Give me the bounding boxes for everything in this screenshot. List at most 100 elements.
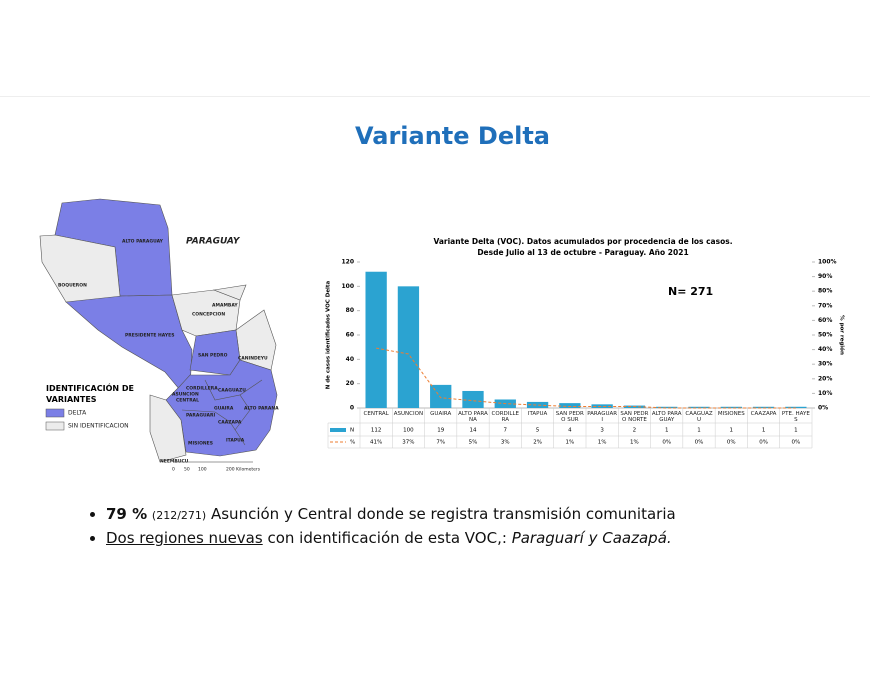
- table-cell: 3%: [501, 440, 510, 446]
- y2-tick-label: 20%: [818, 375, 832, 382]
- x-tick-label: CENTRAL: [363, 411, 389, 417]
- x-tick-label: ASUNCION: [393, 411, 424, 417]
- table-cell: 1%: [598, 440, 607, 446]
- legend-marker: [330, 428, 346, 432]
- legend-swatch: [45, 408, 65, 418]
- bar: [526, 401, 549, 408]
- x-tick-label: GUAIRA: [430, 411, 452, 417]
- map-label: ALTO PARANA: [244, 406, 279, 412]
- bullet-small: (212/271): [151, 509, 207, 522]
- map-label: CAAGUAZU: [218, 388, 246, 394]
- table-cell: 0%: [662, 440, 671, 446]
- table-cell: 19: [437, 428, 444, 434]
- bullet-underlined: Dos regiones nuevas: [106, 529, 263, 547]
- bullets: 79 % (212/271) Asunción y Central donde …: [88, 503, 676, 549]
- x-tick-label: SAN PEDRO SUR: [555, 411, 584, 423]
- y2-tick-label: 0%: [818, 405, 828, 412]
- legend-label: SIN IDENTIFICACION: [68, 423, 129, 430]
- table-cell: 0%: [727, 440, 736, 446]
- chart-title: Variante Delta (VOC). Datos acumulados p…: [433, 237, 732, 246]
- bar: [559, 403, 581, 408]
- x-tick-label: PARAGUARI: [587, 411, 618, 423]
- table-cell: 112: [371, 428, 382, 434]
- x-tick-label: MISIONES: [717, 411, 745, 417]
- slide-title: Variante Delta: [355, 122, 550, 150]
- x-tick-label: SAN PEDRO NORTE: [620, 411, 649, 423]
- table-cell: 5: [536, 428, 540, 434]
- map-label: NEEMBUCU: [160, 459, 189, 465]
- table-cell: 1%: [565, 440, 574, 446]
- map-label: CENTRAL: [176, 398, 199, 404]
- map-label: AMAMBAY: [212, 303, 238, 309]
- annotation: N= 271: [668, 285, 713, 298]
- divider: [0, 96, 870, 97]
- y2-tick-label: 30%: [818, 361, 832, 368]
- bar: [462, 390, 484, 408]
- table-cell: 1: [697, 428, 701, 434]
- legend-label: %: [350, 440, 355, 446]
- map-label: CORDILLERA: [186, 386, 218, 392]
- bullet-text: Asunción y Central donde se registra tra…: [210, 505, 676, 523]
- table-cell: 0%: [791, 440, 800, 446]
- bullet: 79 % (212/271) Asunción y Central donde …: [106, 503, 676, 527]
- y2-axis-label: % por región: [839, 315, 846, 355]
- bullet-text: con identificación de esta VOC,:: [267, 529, 507, 547]
- table-cell: 1: [794, 428, 798, 434]
- map: [39, 198, 278, 463]
- table-cell: 37%: [402, 440, 414, 446]
- map-region: [212, 284, 247, 301]
- scale-label: 200 Kilometers: [226, 467, 261, 473]
- table-cell: 0%: [695, 440, 704, 446]
- table-cell: 4: [568, 428, 572, 434]
- y-tick-label: 20: [346, 380, 354, 387]
- y2-tick-label: 60%: [818, 317, 832, 324]
- bullet-bold: 79 %: [106, 505, 148, 523]
- bar: [656, 406, 678, 408]
- y2-tick-label: 40%: [818, 346, 832, 353]
- map-label: CONCEPCION: [192, 312, 225, 318]
- table-cell: 1: [665, 428, 669, 434]
- bar: [720, 406, 742, 408]
- y-axis-label: N de casos identificados VOC Delta: [326, 280, 332, 389]
- y-tick-label: 0: [350, 405, 354, 412]
- y-tick-label: 40: [346, 356, 354, 363]
- table-cell: 3: [600, 428, 604, 434]
- map-label: PARAGUARI: [186, 413, 215, 419]
- x-tick-label: ALTO PARAGUAY: [651, 411, 682, 423]
- table-cell: 41%: [370, 440, 382, 446]
- map-border: [239, 379, 263, 396]
- table-cell: 1: [730, 428, 734, 434]
- table-cell: 14: [470, 428, 477, 434]
- x-tick-label: CAAGUAZU: [685, 411, 713, 423]
- y-tick-label: 120: [341, 259, 354, 266]
- table-cell: 5%: [469, 440, 478, 446]
- y-tick-label: 60: [346, 332, 354, 339]
- bar: [397, 286, 420, 408]
- legend-title: IDENTIFICACIÓN DE VARIANTES: [46, 384, 134, 404]
- y2-tick-label: 50%: [818, 332, 832, 339]
- table-cell: 7: [504, 428, 508, 434]
- y2-tick-label: 90%: [818, 273, 832, 280]
- scale-label: 0: [172, 467, 175, 473]
- y2-tick-label: 10%: [818, 390, 832, 397]
- map-label: CAAZAPA: [218, 420, 242, 426]
- table-cell: 1: [762, 428, 766, 434]
- map-label: ITAPUA: [226, 438, 245, 444]
- line: [376, 347, 796, 409]
- y2-tick-label: 100%: [818, 259, 837, 266]
- y-tick-label: 80: [346, 307, 354, 314]
- table-cell: 7%: [436, 440, 445, 446]
- x-tick-label: PTE. HAYES: [781, 411, 810, 423]
- bar: [752, 406, 775, 408]
- map-label: ALTO PARAGUAY: [122, 239, 164, 245]
- legend-label: N: [350, 428, 354, 434]
- legend-swatch: [45, 421, 65, 431]
- map-title: PARAGUAY: [186, 237, 241, 247]
- table-cell: 100: [403, 428, 414, 434]
- y2-tick-label: 70%: [818, 302, 832, 309]
- legend-label: DELTA: [68, 410, 87, 417]
- bullet-italic: Paraguarí y Caazapá.: [511, 529, 672, 547]
- x-tick-label: ITAPUA: [527, 411, 548, 417]
- bar: [688, 406, 710, 408]
